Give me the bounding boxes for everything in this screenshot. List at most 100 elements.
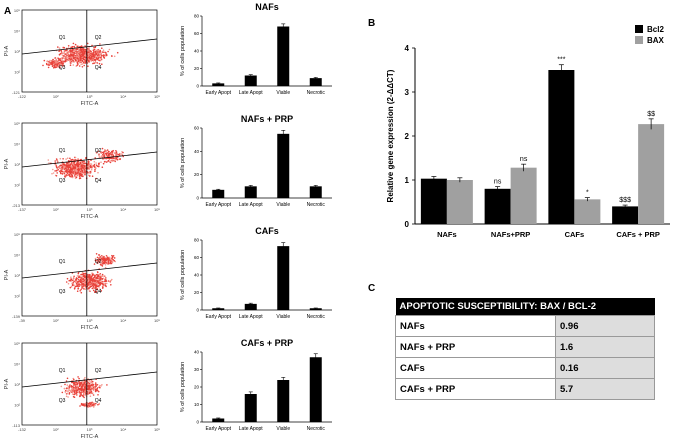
scatter-point [55,175,58,177]
scatter-point [84,272,87,275]
bar-bcl2 [548,70,575,224]
scatter-point [82,279,84,282]
y-axis-label: PI-A [4,45,10,56]
scatter-point [76,51,78,53]
scatter-point [99,277,102,279]
scatter-point [84,383,86,386]
y-axis-label: % of cells population [180,250,186,300]
scatter-point [69,286,72,289]
scatter-point [83,164,85,167]
scatter-point [122,151,124,154]
scatter-point [54,160,56,162]
flow-plot: Q1 Q2 Q3 Q4 PI-A 10⁵ 10⁴ 10³ 10² -139-39 10² 10³ 10⁴… [4,232,160,331]
scatter-point [89,384,92,386]
scatter-point [83,381,86,384]
scatter-point [92,51,95,54]
scatter-point [101,258,103,261]
scatter-point [43,59,46,62]
scatter-point [75,48,78,50]
scatter-point [95,49,97,52]
scatter-point [73,391,76,394]
scatter-point [119,153,121,155]
bar-bcl2 [612,206,639,224]
scatter-point [90,59,92,62]
scatter-point [73,288,76,290]
row-label: CAFs + PRP [395,378,556,400]
scatter-point [94,282,97,284]
scatter-point [111,160,113,162]
scatter-point [101,47,103,49]
scatter-point [81,63,84,65]
scatter-point [102,286,104,288]
scatter-point [62,163,65,166]
scatter-point [90,159,92,162]
scatter-point [96,151,98,154]
bar [309,308,322,310]
scatter-point [98,53,101,55]
scatter-point [88,390,91,392]
y-tick-label: 10³ [14,382,20,387]
scatter-point [76,45,79,48]
scatter-point [67,51,70,53]
scatter-point [66,387,68,389]
bar [309,186,322,198]
scatter-point [70,56,73,58]
quadrant-label: Q2 [95,259,102,265]
scatter-point [73,393,75,396]
chart-title: NAFs [255,2,279,12]
table-row: NAFs + PRP 1.6 [395,336,655,358]
scatter-point [82,389,85,392]
scatter-point [82,58,85,61]
scatter-point [66,384,69,386]
y-tick-label: 20 [194,290,200,295]
scatter-point [99,288,101,290]
scatter-point [84,173,86,176]
scatter-point [101,51,103,53]
scatter-point [57,62,59,65]
scatter-point [62,158,64,160]
scatter-point [94,56,97,58]
scatter-point [64,391,67,393]
scatter-point [87,53,90,55]
scatter-point [104,55,106,57]
scatter-point [87,406,90,408]
scatter-point [76,275,79,277]
quadrant-label: Q4 [95,178,102,184]
scatter-point [94,290,96,293]
flow-plot: Q1 Q2 Q3 Q4 PI-A 10⁵ 10⁴ 10³ 10² -121-122 10² 10³ 10… [4,8,160,107]
scatter-point [94,50,97,53]
y-tick-label: 10² [14,294,20,299]
scatter-point [104,160,106,163]
scatter-point [85,274,87,276]
scatter-point [84,276,87,278]
scatter-point [98,62,101,65]
scatter-point [57,64,60,66]
legend-label: Bcl2 [647,25,664,34]
y-tick-label: 10² [14,183,20,188]
flow-plot: Q1 Q2 Q3 Q4 PI-A 10⁵ 10⁴ 10³ 10² -113-132 10² 10³ 10… [4,341,160,440]
scatter-point [92,394,95,396]
y-axis-label: Relative gene expression (2-ΔΔCT) [386,69,395,202]
scatter-point [61,173,64,175]
scatter-point [70,46,72,49]
scatter-point [89,389,92,391]
scatter-point [76,64,78,67]
scatter-point [71,381,73,384]
row-value: 0.16 [555,357,655,379]
scatter-point [87,51,90,53]
scatter-point [100,282,103,285]
scatter-point [63,50,66,52]
scatter-point [48,62,51,65]
scatter-point [88,284,91,287]
scatter-point [77,51,79,54]
scatter-point [79,167,81,169]
scatter-point [77,169,79,171]
scatter-point [72,381,74,384]
scatter-point [87,163,90,165]
x-tick-label: 10⁴ [120,318,126,323]
scatter-point [83,165,86,168]
scatter-point [82,384,84,386]
scatter-point [91,278,93,280]
scatter-point [71,58,73,61]
scatter-point [94,61,97,64]
